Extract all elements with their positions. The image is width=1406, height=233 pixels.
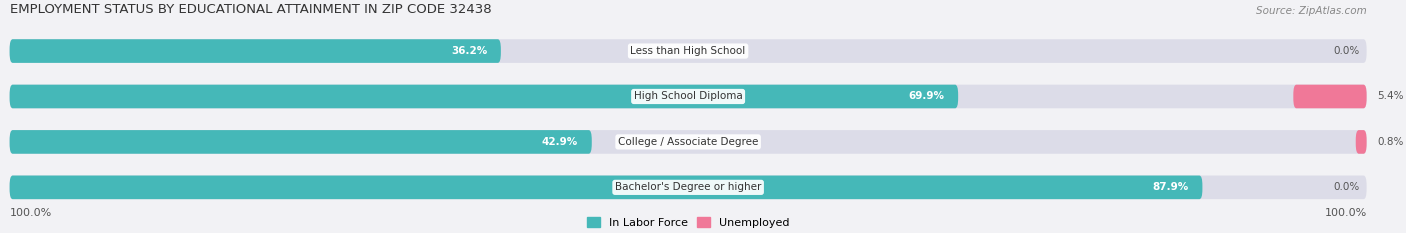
Text: EMPLOYMENT STATUS BY EDUCATIONAL ATTAINMENT IN ZIP CODE 32438: EMPLOYMENT STATUS BY EDUCATIONAL ATTAINM…	[10, 3, 491, 16]
Text: 0.0%: 0.0%	[1333, 46, 1360, 56]
Text: 87.9%: 87.9%	[1153, 182, 1188, 192]
Text: 0.8%: 0.8%	[1378, 137, 1405, 147]
FancyBboxPatch shape	[10, 130, 592, 154]
FancyBboxPatch shape	[10, 175, 1367, 199]
FancyBboxPatch shape	[10, 39, 501, 63]
Text: Source: ZipAtlas.com: Source: ZipAtlas.com	[1256, 6, 1367, 16]
Text: High School Diploma: High School Diploma	[634, 92, 742, 102]
Text: 100.0%: 100.0%	[10, 208, 52, 218]
Text: College / Associate Degree: College / Associate Degree	[617, 137, 758, 147]
FancyBboxPatch shape	[10, 85, 1367, 108]
FancyBboxPatch shape	[10, 39, 1367, 63]
FancyBboxPatch shape	[10, 85, 957, 108]
Text: 36.2%: 36.2%	[451, 46, 486, 56]
Text: 5.4%: 5.4%	[1378, 92, 1405, 102]
Text: 100.0%: 100.0%	[1324, 208, 1367, 218]
Text: 42.9%: 42.9%	[541, 137, 578, 147]
Legend: In Labor Force, Unemployed: In Labor Force, Unemployed	[582, 213, 794, 232]
Text: 0.0%: 0.0%	[1333, 182, 1360, 192]
FancyBboxPatch shape	[10, 175, 1202, 199]
FancyBboxPatch shape	[1355, 130, 1367, 154]
Text: 69.9%: 69.9%	[908, 92, 945, 102]
FancyBboxPatch shape	[1294, 85, 1367, 108]
Text: Less than High School: Less than High School	[630, 46, 745, 56]
Text: Bachelor's Degree or higher: Bachelor's Degree or higher	[614, 182, 761, 192]
FancyBboxPatch shape	[10, 130, 1367, 154]
